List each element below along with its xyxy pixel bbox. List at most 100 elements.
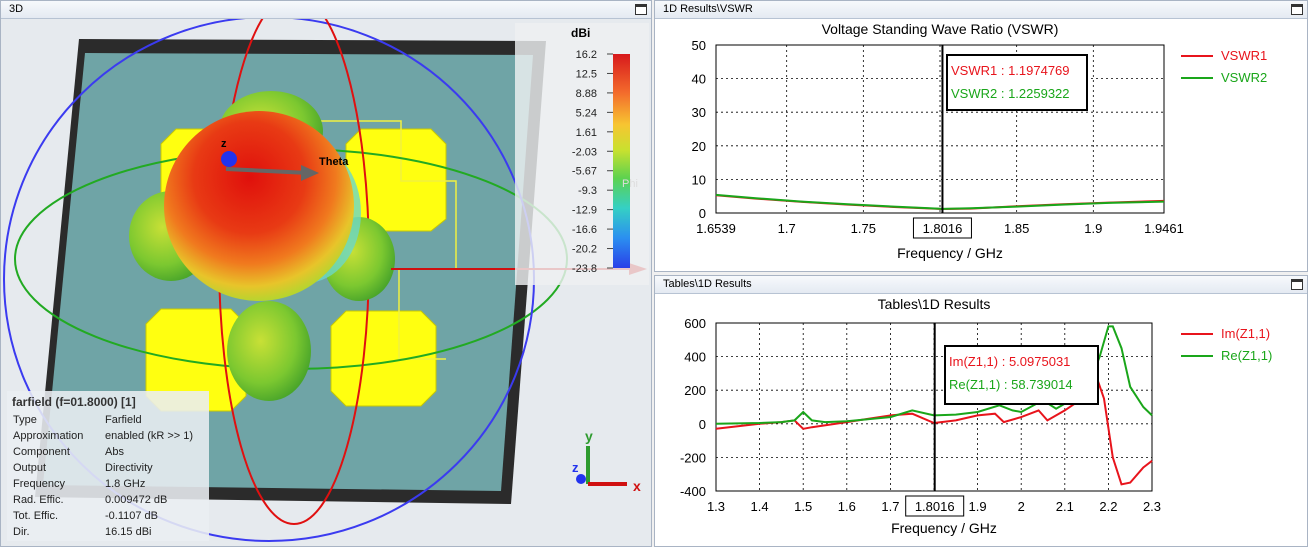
- tables-panel[interactable]: Tables\1D Results Tables\1D Results 1.3 1.…: [654, 275, 1308, 547]
- x-tick-label: 1.9: [969, 499, 987, 514]
- readout-box: [946, 54, 1088, 111]
- info-key: Component: [13, 446, 70, 458]
- info-row: Type Farfield: [13, 412, 197, 428]
- y-tick-label: 200: [684, 383, 706, 398]
- colorbar-tick-label: -2.03: [572, 146, 597, 158]
- info-key: Approximation: [13, 430, 84, 442]
- z-axis-dot: [221, 151, 237, 167]
- farfield-3d-view[interactable]: z Theta dBi 16.2 12.5 8.88 5.24 1.61 -2.03 -5.…: [1, 19, 652, 547]
- vswr-chart[interactable]: Voltage Standing Wave Ratio (VSWR) 1.6539…: [655, 19, 1308, 272]
- colorbar-tick-label: 8.88: [576, 88, 597, 100]
- x-tick-label: 1.3: [707, 499, 725, 514]
- series-line-2: [715, 193, 1165, 210]
- triad-z-axis: [576, 474, 586, 484]
- marker-value-box: [905, 495, 965, 517]
- colorbar-ticks: 16.2 12.5 8.88 5.24 1.61 -2.03 -5.67 -9.3 -12.9 -…: [572, 49, 613, 275]
- chart-title: Tables\1D Results: [878, 296, 991, 312]
- info-value: 0.009472 dB: [105, 494, 168, 506]
- y-tick-label: 0: [699, 417, 706, 432]
- x-axis-label: Frequency / GHz: [897, 245, 1003, 261]
- x-tick-label: 2.1: [1056, 499, 1074, 514]
- theta-arrow: [225, 167, 310, 175]
- info-value: Directivity: [105, 462, 153, 474]
- panel-title: Tables\1D Results: [663, 278, 752, 290]
- info-row: Component Abs: [13, 444, 197, 460]
- marker-value-box: [912, 217, 972, 239]
- triad-x-label: x: [633, 478, 641, 494]
- colorbar-tick-label: -16.6: [572, 224, 597, 236]
- info-key: Frequency: [13, 478, 65, 490]
- legend-label: Im(Z1,1): [1221, 326, 1270, 341]
- info-header: farfield (f=01.8000) [1]: [12, 395, 136, 409]
- x-tick-label: 1.7: [881, 499, 899, 514]
- x-tick-label: 2.2: [1099, 499, 1117, 514]
- x-tick-label: 1.9461: [1144, 221, 1184, 236]
- y-tick-label: -400: [680, 484, 706, 499]
- sidelobe-bottom: [227, 301, 311, 401]
- colorbar-tick-label: -20.2: [572, 244, 597, 256]
- readout-box: [944, 345, 1099, 405]
- triad-z-label: z: [572, 460, 579, 475]
- panel-title: 1D Results\VSWR: [663, 3, 753, 15]
- y-tick-label: 600: [684, 316, 706, 331]
- colorbar-tick-label: 5.24: [576, 107, 597, 119]
- x-tick-label: 1.75: [851, 221, 876, 236]
- colorbar-tick-label: -12.9: [572, 205, 597, 217]
- series-line-1: [715, 370, 1153, 486]
- legend-label: VSWR1: [1221, 48, 1267, 63]
- x-tick-label: 1.4: [751, 499, 769, 514]
- info-row: Dir. 16.15 dBi: [13, 524, 197, 540]
- colorbar-tick-label: 1.61: [576, 127, 597, 139]
- readout-value: VSWR1 : 1.1974769: [951, 63, 1070, 78]
- info-key: Output: [13, 462, 47, 474]
- maximize-icon[interactable]: [635, 4, 647, 15]
- panel-titlebar: Tables\1D Results: [655, 276, 1307, 294]
- maximize-icon[interactable]: [1291, 279, 1303, 290]
- theta-arrowhead: [301, 165, 319, 181]
- x-tick-label: 1.85: [1004, 221, 1029, 236]
- y-tick-label: 400: [684, 350, 706, 365]
- farfield-3d-panel[interactable]: 3D: [0, 0, 652, 547]
- x-tick-label: 1.7: [778, 221, 796, 236]
- info-row: Tot. Effic. -0.1107 dB: [13, 508, 197, 524]
- feed-network: [241, 120, 457, 360]
- z-label: z: [221, 138, 227, 150]
- y-tick-label: 10: [692, 172, 706, 187]
- x-tick-label: 1.6: [838, 499, 856, 514]
- marker-value: 1.8016: [915, 499, 955, 514]
- readout-value: VSWR2 : 1.2259322: [951, 86, 1070, 101]
- info-key: Rad. Effic.: [13, 494, 64, 506]
- x-tick-label: 2: [1018, 499, 1025, 514]
- patch-bottom-right: [330, 310, 437, 407]
- farfield-info-box: farfield (f=01.8000) [1] Type Farfield App…: [7, 391, 209, 541]
- impedance-chart[interactable]: Tables\1D Results1.31.41.51.61.71.81.922…: [655, 294, 1308, 547]
- info-value: -0.1107 dB: [105, 510, 159, 522]
- info-value: 16.15 dBi: [105, 526, 152, 538]
- y-tick-label: 20: [692, 139, 706, 154]
- panel-titlebar: 3D: [1, 1, 651, 19]
- x-tick-label: 1.6539: [696, 221, 736, 236]
- panel-title: 3D: [9, 3, 24, 15]
- colorbar-tick-label: -23.8: [572, 263, 597, 275]
- y-tick-label: 50: [692, 38, 706, 53]
- x-tick-label: 1.5: [794, 499, 812, 514]
- maximize-icon[interactable]: [1291, 4, 1303, 15]
- colorbar-tick-label: 12.5: [576, 68, 597, 80]
- y-tick-label: 30: [692, 105, 706, 120]
- info-value: enabled (kR >> 1): [105, 430, 194, 442]
- colorbar-tick-label: -9.3: [578, 185, 597, 197]
- vswr-panel[interactable]: 1D Results\VSWR Voltage Standing Wave Ra…: [654, 0, 1308, 272]
- info-key: Type: [13, 414, 37, 426]
- readout-value: Re(Z1,1) : 58.739014: [949, 377, 1073, 392]
- y-tick-label: -200: [680, 450, 706, 465]
- info-value: Farfield: [105, 414, 142, 426]
- theta-label: Theta: [319, 156, 349, 168]
- colorbar-tick-label: 16.2: [576, 49, 597, 61]
- x-tick-label: 2.3: [1143, 499, 1161, 514]
- info-table: Type Farfield Approximation enabled (kR >> …: [13, 412, 197, 540]
- info-row: Rad. Effic. 0.009472 dB: [13, 492, 197, 508]
- y-tick-label: 40: [692, 72, 706, 87]
- info-row: Frequency 1.8 GHz: [13, 476, 197, 492]
- phi-label: Phi: [622, 178, 638, 190]
- legend-label: VSWR2: [1221, 70, 1267, 85]
